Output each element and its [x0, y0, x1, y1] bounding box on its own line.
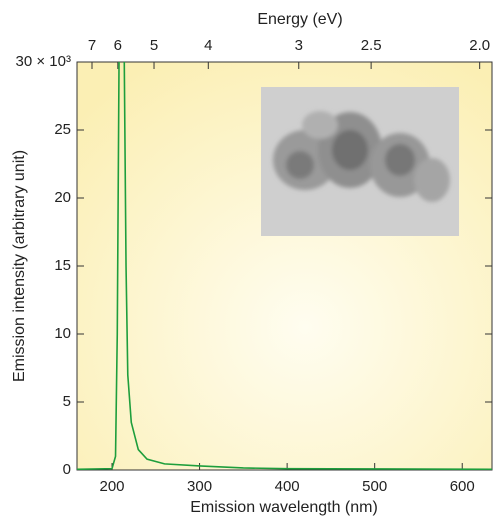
- y-tick-label: 25: [54, 121, 71, 138]
- y-tick-label: 10: [54, 325, 71, 342]
- y-tick-label: 15: [54, 257, 71, 274]
- x-tick-label: 500: [362, 478, 387, 495]
- x2-tick-label: 4: [204, 37, 212, 54]
- line-series: [77, 62, 492, 470]
- y-axis-label: Emission intensity (arbitrary unit): [11, 150, 28, 382]
- x2-tick-label: 2.0: [469, 37, 490, 54]
- x-tick-label: 200: [100, 478, 125, 495]
- y-tick-label: 5: [63, 393, 71, 410]
- y-tick-label: 30 × 10³: [16, 53, 71, 70]
- x2-tick-label: 6: [114, 37, 122, 54]
- series-clip: [77, 62, 492, 470]
- y-tick-label: 0: [63, 461, 71, 478]
- x2-tick-label: 5: [150, 37, 158, 54]
- y-tick-label: 20: [54, 189, 71, 206]
- x2-tick-label: 2.5: [361, 37, 382, 54]
- inset-image: [261, 87, 459, 236]
- x-tick-label: 300: [187, 478, 212, 495]
- x-tick-label: 600: [450, 478, 475, 495]
- x2-axis-label: Energy (eV): [257, 11, 342, 28]
- x2-tick-label: 3: [295, 37, 303, 54]
- x-tick-label: 400: [275, 478, 300, 495]
- x2-tick-label: 7: [88, 37, 96, 54]
- x-axis-label: Emission wavelength (nm): [190, 499, 378, 516]
